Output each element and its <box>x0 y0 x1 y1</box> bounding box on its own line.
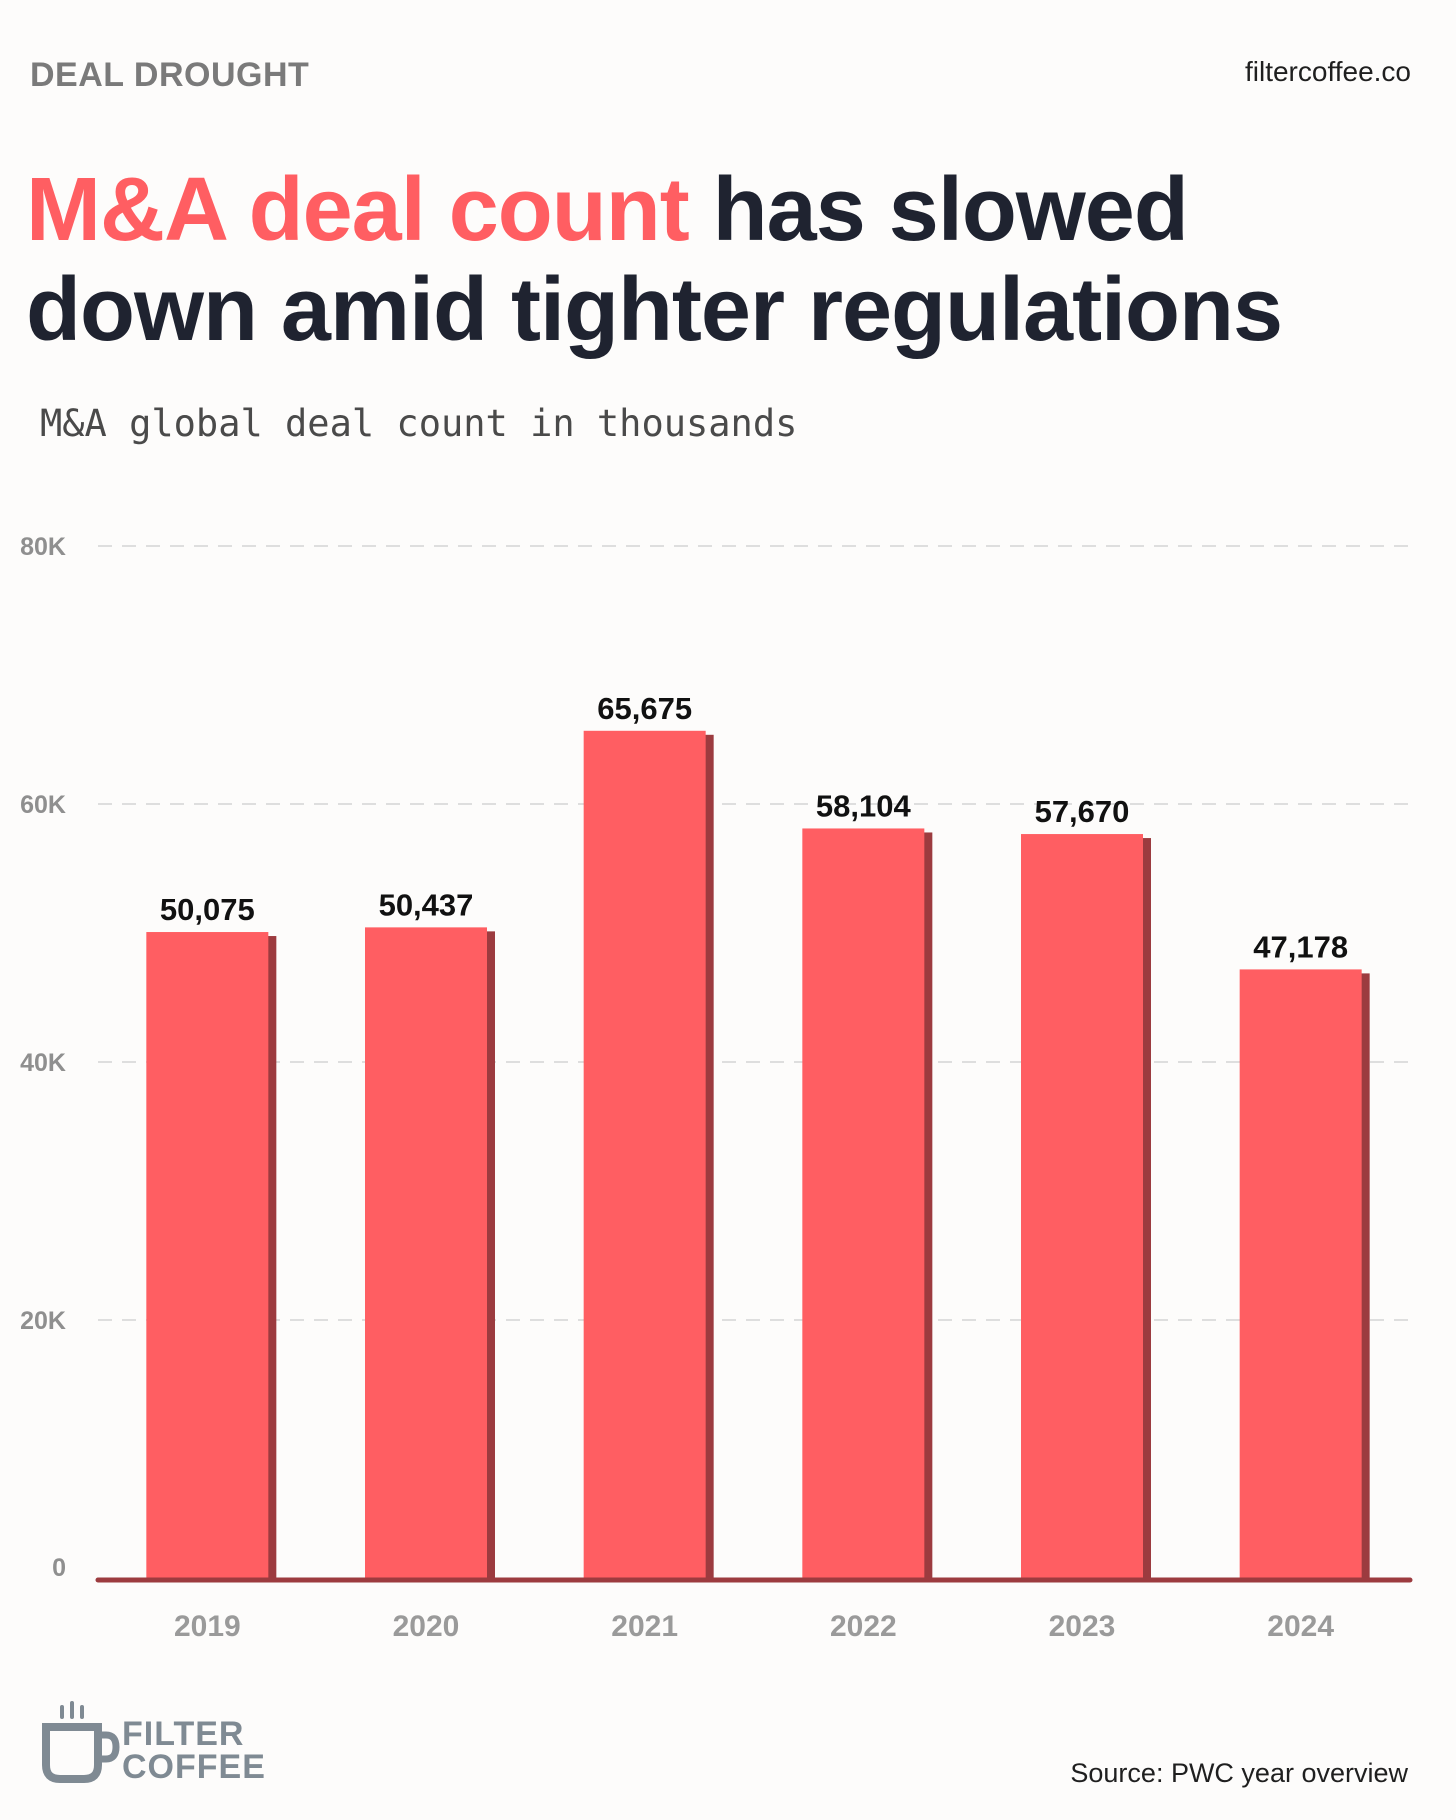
bar-2023 <box>1021 834 1143 1578</box>
data-label: 58,104 <box>816 788 912 823</box>
headline: M&A deal count has slowed down amid tigh… <box>26 160 1426 360</box>
logo-line-1: FILTER <box>122 1715 245 1753</box>
bar-2022 <box>802 828 925 1578</box>
x-tick-label: 2022 <box>830 1610 897 1643</box>
chart-subtitle: M&A global deal count in thousands <box>40 402 798 445</box>
headline-rest: has slowed down amid tighter regulations <box>26 160 1283 360</box>
bar-2024 <box>1239 969 1362 1578</box>
bar-chart: 0 20K 40K 60K 80K 50,075 50,437 65,675 58,104 57… <box>20 533 1413 1643</box>
data-labels: 50,075 50,437 65,675 58,104 57,670 47,178 <box>160 691 1348 965</box>
data-label: 50,075 <box>160 892 255 927</box>
y-tick-label: 80K <box>20 533 66 561</box>
x-tick-label: 2024 <box>1267 1610 1334 1643</box>
x-tick-label: 2023 <box>1049 1610 1116 1643</box>
logo-wordmark: FILTER COFFEE <box>122 1715 266 1786</box>
x-tick-label: 2020 <box>393 1610 460 1643</box>
x-axis-ticks: 2019 2020 2021 2022 2023 2024 <box>95 1577 1413 1643</box>
bar-2020 <box>365 927 487 1578</box>
kicker-label: DEAL DROUGHT <box>30 56 310 94</box>
x-tick-label: 2019 <box>174 1610 241 1643</box>
headline-highlight: M&A deal count <box>26 160 690 260</box>
gridlines <box>98 545 1410 1321</box>
filter-coffee-logo <box>42 1701 120 1783</box>
data-label: 47,178 <box>1253 929 1348 964</box>
coffee-cup-icon <box>42 1701 120 1783</box>
data-label: 65,675 <box>597 691 692 726</box>
bars <box>146 730 1370 1578</box>
data-label: 50,437 <box>379 887 474 922</box>
y-axis-ticks: 0 20K 40K 60K 80K <box>20 533 66 1582</box>
bar-2019 <box>146 932 269 1578</box>
y-tick-label: 0 <box>52 1554 66 1582</box>
source-note: Source: PWC year overview <box>1070 1758 1408 1788</box>
site-url: filtercoffee.co <box>1244 56 1411 87</box>
data-label: 57,670 <box>1035 794 1130 829</box>
y-tick-label: 40K <box>20 1049 66 1077</box>
bar-2021 <box>583 730 706 1578</box>
y-tick-label: 20K <box>20 1307 66 1335</box>
x-tick-label: 2021 <box>611 1610 678 1643</box>
y-tick-label: 60K <box>20 791 66 819</box>
logo-line-2: COFFEE <box>122 1748 266 1786</box>
